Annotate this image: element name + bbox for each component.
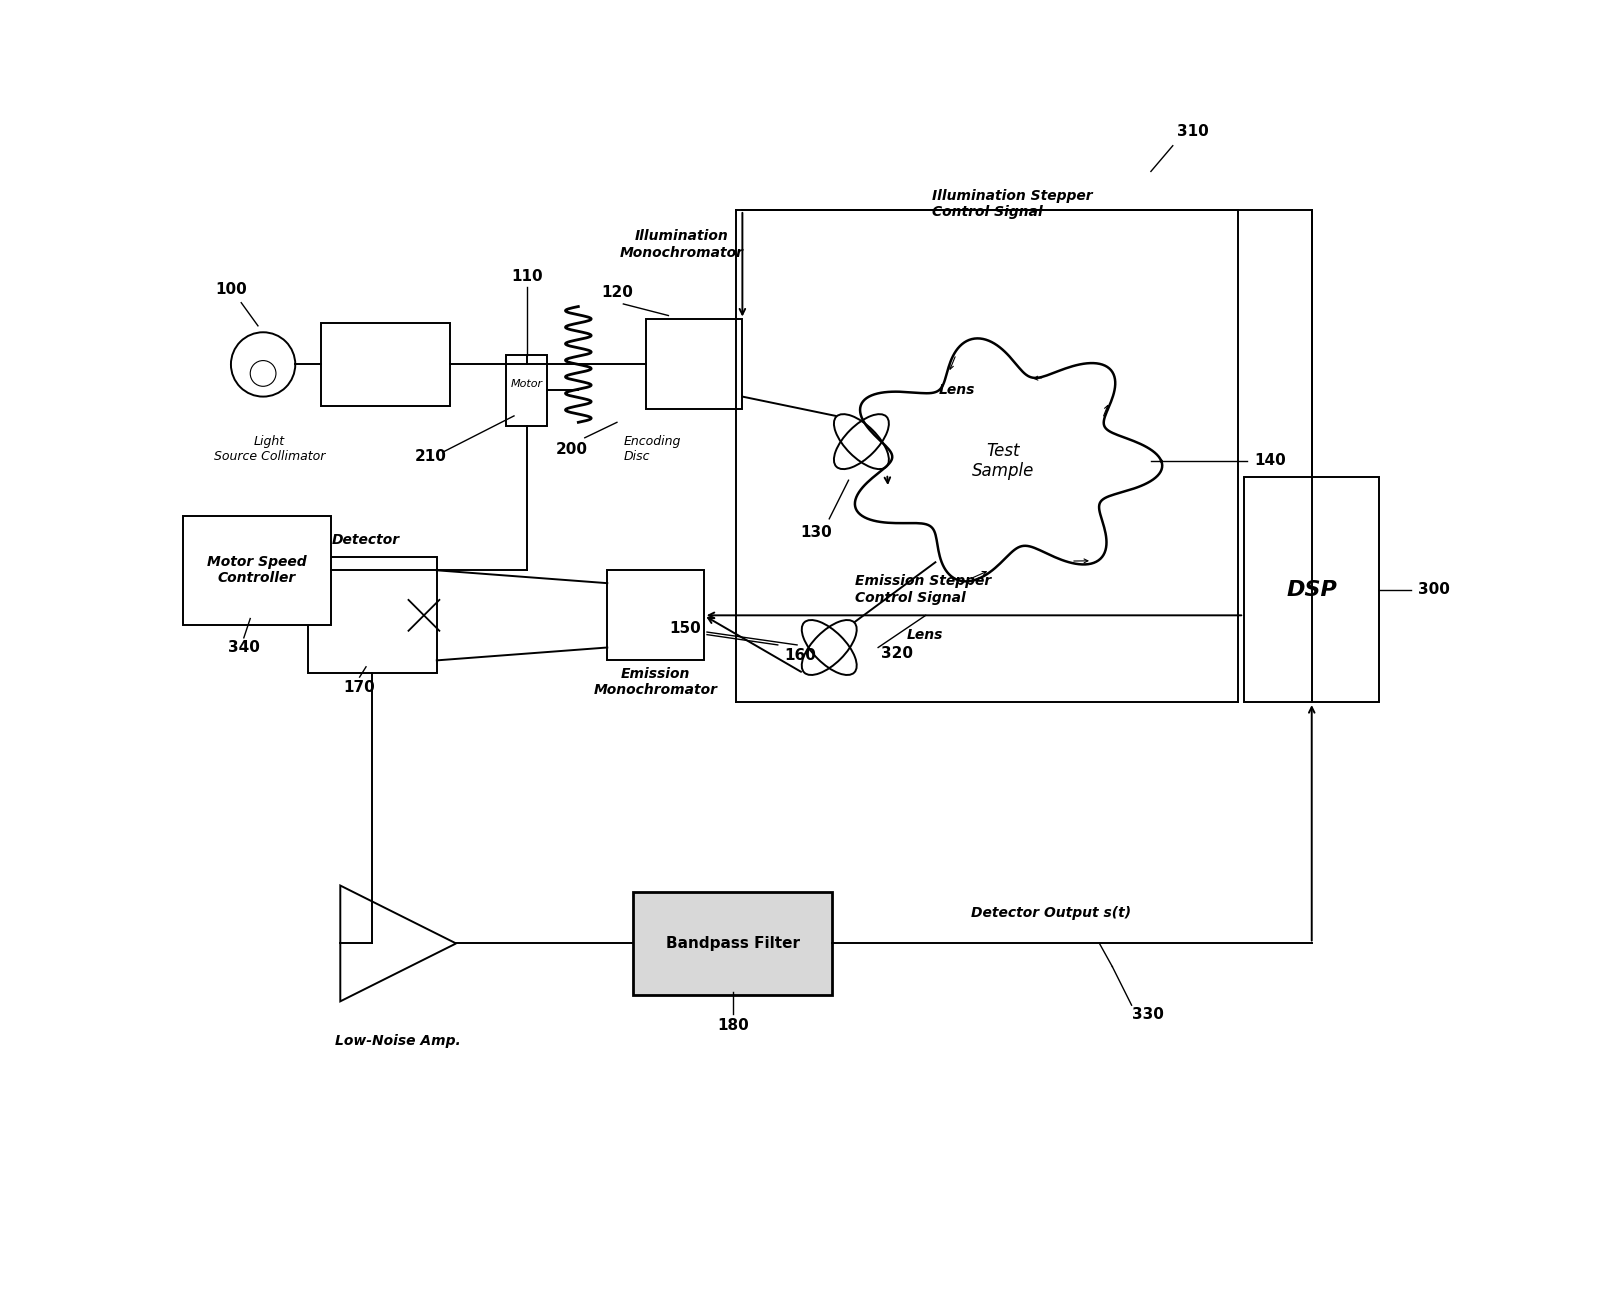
Text: DSP: DSP	[1286, 580, 1337, 600]
Bar	[607, 570, 704, 660]
Text: 110: 110	[511, 269, 543, 284]
Text: 170: 170	[344, 680, 376, 694]
Text: 330: 330	[1131, 1006, 1163, 1022]
Text: 130: 130	[800, 526, 832, 540]
Bar	[321, 322, 450, 407]
Text: Lens: Lens	[906, 628, 943, 641]
Text: 300: 300	[1417, 581, 1450, 597]
Text: Illumination Stepper
Control Signal: Illumination Stepper Control Signal	[932, 189, 1093, 219]
Text: 160: 160	[784, 648, 816, 663]
Text: 310: 310	[1176, 124, 1208, 140]
Text: 120: 120	[601, 285, 633, 300]
Text: Test
Sample: Test Sample	[972, 442, 1035, 480]
Text: Emission Stepper
Control Signal: Emission Stepper Control Signal	[855, 575, 992, 605]
Text: 180: 180	[717, 1018, 749, 1033]
Text: 200: 200	[556, 442, 588, 457]
Bar	[633, 892, 832, 995]
Text: Illumination
Monochromator: Illumination Monochromator	[619, 229, 744, 259]
Text: Low-Noise Amp.: Low-Noise Amp.	[336, 1033, 461, 1048]
Text: 150: 150	[669, 620, 701, 636]
Text: Encoding
Disc: Encoding Disc	[624, 435, 681, 464]
Text: 100: 100	[215, 282, 247, 297]
Text: 140: 140	[1253, 453, 1286, 469]
Bar	[309, 557, 437, 673]
Text: Motor Speed
Controller: Motor Speed Controller	[207, 556, 307, 585]
Text: Light
Source Collimator: Light Source Collimator	[214, 435, 325, 464]
Bar	[506, 355, 548, 426]
Text: 210: 210	[415, 449, 447, 464]
Text: 320: 320	[881, 646, 913, 662]
Text: Emission
Monochromator: Emission Monochromator	[593, 667, 718, 697]
Bar	[183, 515, 331, 625]
Text: 340: 340	[228, 641, 260, 655]
Bar	[1244, 477, 1379, 702]
Text: Detector Output s(t): Detector Output s(t)	[971, 906, 1131, 921]
Text: Detector: Detector	[333, 534, 400, 548]
Bar	[646, 320, 742, 409]
Text: Bandpass Filter: Bandpass Filter	[665, 936, 800, 951]
Text: Motor: Motor	[511, 378, 543, 388]
Text: Lens: Lens	[938, 383, 975, 398]
